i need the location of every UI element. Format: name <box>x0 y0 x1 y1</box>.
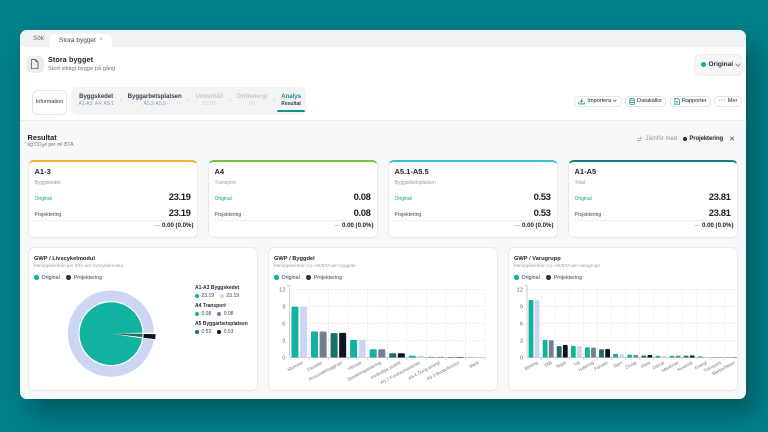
svg-text:9: 9 <box>282 305 285 311</box>
svg-text:6: 6 <box>282 322 285 328</box>
svg-text:12: 12 <box>279 288 285 294</box>
svg-text:Gips: Gips <box>612 360 623 369</box>
svg-text:Fönster: Fönster <box>593 360 609 372</box>
svg-text:Keramik: Keramik <box>676 360 694 373</box>
svg-text:Mark: Mark <box>468 360 480 369</box>
svg-text:Energi: Energi <box>693 360 707 371</box>
svg-text:Tegel: Tegel <box>554 360 566 369</box>
svg-text:Dörrar: Dörrar <box>651 360 665 371</box>
svg-text:6: 6 <box>519 322 522 328</box>
svg-text:12: 12 <box>516 288 522 294</box>
svg-text:Stomme: Stomme <box>286 360 304 373</box>
svg-text:0: 0 <box>519 356 522 362</box>
svg-text:A5.4 Övrig energi: A5.4 Övrig energi <box>406 359 440 381</box>
svg-text:Stål: Stål <box>542 359 552 368</box>
svg-text:Plast: Plast <box>640 360 652 369</box>
svg-text:Isolering: Isolering <box>577 360 595 373</box>
svg-text:3: 3 <box>519 339 522 345</box>
svg-text:Betong: Betong <box>523 360 538 371</box>
svg-text:Trä: Trä <box>572 360 581 368</box>
svg-text:0: 0 <box>282 356 285 362</box>
svg-text:9: 9 <box>519 305 522 311</box>
svg-text:3: 3 <box>282 339 285 345</box>
svg-text:Övrigt: Övrigt <box>623 359 637 370</box>
